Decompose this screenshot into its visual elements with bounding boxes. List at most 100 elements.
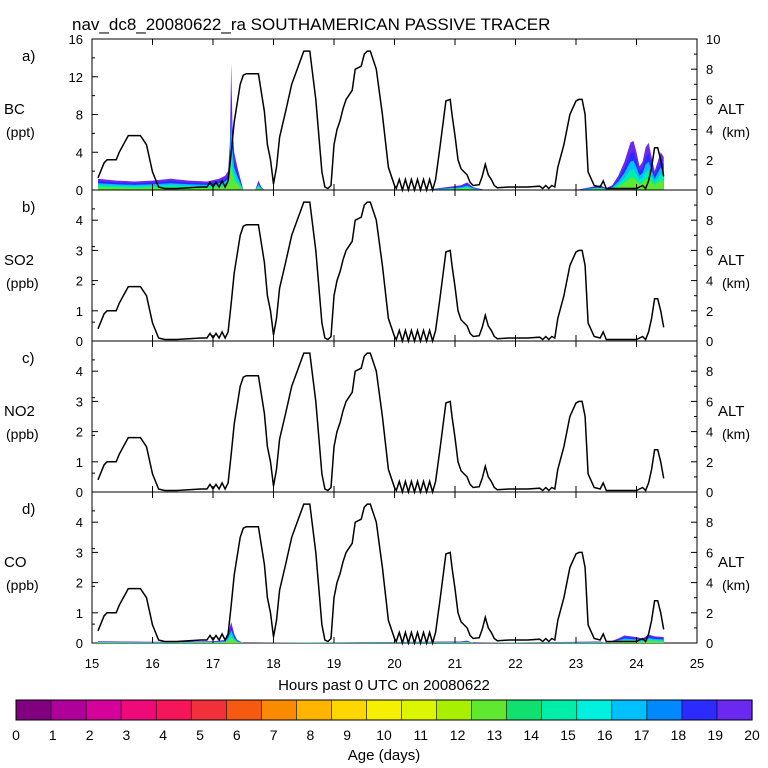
colorbar-swatch-5 [190,699,227,721]
colorbar-tick-label: 11 [414,727,429,743]
colorbar-swatch-7 [260,699,297,721]
left-tick-label: 4 [76,515,83,530]
alt-label: ALT [718,101,744,118]
colorbar-swatch-20 [716,699,753,721]
colorbar-tick-label: 4 [159,727,167,743]
left-tick-label: 1 [76,455,83,470]
panels: 04812160246810a)BC(ppt)ALT(km)0123402468… [4,32,750,651]
right-tick-label: 4 [706,274,713,289]
colorbar-tick-label: 14 [523,727,539,743]
colorbar: 0 1 2 3 4 5 6 7 8 9 10 11 12 13 14 15 16 17 18 19 20 [12,699,760,743]
colorbar-tick-label: 1 [49,727,57,743]
panel-frame [91,189,698,342]
right-tick-label: 2 [706,455,713,470]
right-tick-label: 6 [706,394,713,409]
colorbar-tick-label: 6 [233,727,241,743]
right-tick-label: 6 [706,92,713,107]
x-tick-label: 24 [629,656,643,671]
right-tick-label: 4 [706,123,713,138]
unit-label: (ppb) [6,426,39,442]
x-tick-label: 19 [327,656,341,671]
x-tick-label: 22 [508,656,522,671]
left-tick-label: 2 [76,425,83,440]
colorbar-swatch-14 [506,699,543,721]
colorbar-tick-label: 0 [12,727,20,743]
colorbar-swatch-4 [155,699,192,721]
right-tick-label: 4 [706,576,713,591]
x-axis-label: Hours past 0 UTC on 20080622 [278,677,490,694]
x-tick-label: 23 [569,656,583,671]
colorbar-swatch-18 [646,699,683,721]
right-tick-label: 6 [706,243,713,258]
left-tick-label: 0 [76,183,83,198]
panel-id: d) [22,501,35,518]
colorbar-label: Age (days) [348,747,421,764]
species-label: NO2 [4,403,35,420]
unit-label: (ppb) [6,275,39,291]
tracer-band-2 [98,113,664,190]
panel-co: 0 1 2 3 4 0 2 4 6 8 d) CO (ppb) ALT (km) [4,491,750,651]
x-tick-label: 16 [145,656,159,671]
colorbar-tick-label: 3 [123,727,131,743]
colorbar-frame [15,699,753,721]
colorbar-swatch-10 [366,699,403,721]
panel-id: b) [22,199,35,216]
left-tick-label: 1 [76,606,83,621]
left-tick-label: 4 [76,364,83,379]
left-tick-label: 0 [76,334,83,349]
species-label: BC [4,101,25,118]
right-tick-label: 4 [706,425,713,440]
colorbar-swatch-17 [611,699,648,721]
colorbar-tick-label: 15 [560,727,576,743]
altitude-line [97,503,665,646]
colorbar-swatch-0 [15,699,52,721]
right-tick-label: 2 [706,153,713,168]
right-tick-label: 10 [706,32,720,47]
colorbar-swatch-2 [85,699,122,721]
left-tick-label: 4 [76,213,83,228]
altitude-line [97,201,665,344]
colorbar-tick-label: 16 [597,727,613,743]
colorbar-tick-label: 12 [450,727,466,743]
x-tick-label: 17 [206,656,220,671]
alt-unit-label: (km) [722,275,750,291]
right-tick-label: 8 [706,515,713,530]
colorbar-swatch-3 [120,699,157,721]
colorbar-swatch-9 [331,699,367,721]
x-tick-label: 25 [690,656,704,671]
colorbar-tick-label: 20 [744,727,760,743]
colorbar-tick-label: 7 [270,727,278,743]
panel-so2: 0 1 2 3 4 0 2 4 6 8 b) SO2 (ppb) ALT (km) [4,189,750,349]
colorbar-tick-label: 2 [86,727,94,743]
colorbar-swatch-6 [226,699,262,721]
alt-label: ALT [718,252,744,269]
left-tick-label: 1 [76,304,83,319]
alt-label: ALT [718,403,744,420]
unit-label: (ppb) [6,577,39,593]
right-tick-label: 8 [706,213,713,228]
alt-unit-label: (km) [722,124,750,140]
altitude-line [97,50,665,193]
unit-label: (ppt) [6,124,35,140]
right-tick-label: 6 [706,545,713,560]
right-tick-label: 8 [706,62,713,77]
tracer-band-0 [98,621,664,643]
colorbar-swatch-16 [576,699,613,721]
right-tick-label: 0 [706,485,713,500]
x-axis: 15 16 17 18 19 20 21 22 23 24 25 [85,656,704,671]
alt-label: ALT [718,554,744,571]
left-tick-label: 8 [76,108,83,123]
x-tick-label: 20 [387,656,401,671]
colorbar-swatch-19 [681,699,718,721]
left-tick-label: 2 [76,274,83,289]
left-tick-label: 4 [76,145,83,160]
colorbar-swatch-15 [541,699,578,721]
colorbar-tick-label: 19 [707,727,723,743]
species-label: SO2 [4,252,34,269]
left-tick-label: 16 [69,32,83,47]
left-tick-label: 0 [76,485,83,500]
colorbar-tick-label: 17 [634,727,650,743]
colorbar-tick-label: 9 [343,727,351,743]
colorbar-tick-label: 5 [196,727,204,743]
alt-unit-label: (km) [722,426,750,442]
